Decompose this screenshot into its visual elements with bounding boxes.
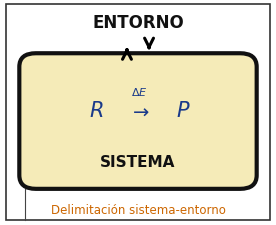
Text: $\rightarrow$: $\rightarrow$ xyxy=(129,101,150,120)
Text: Delimitación sistema-entorno: Delimitación sistema-entorno xyxy=(51,203,225,216)
Text: $P$: $P$ xyxy=(176,101,191,121)
Text: $R$: $R$ xyxy=(89,101,104,121)
Text: $\Delta E$: $\Delta E$ xyxy=(131,86,148,98)
Text: SISTEMA: SISTEMA xyxy=(100,155,176,169)
FancyBboxPatch shape xyxy=(19,54,257,189)
Text: ENTORNO: ENTORNO xyxy=(92,14,184,32)
